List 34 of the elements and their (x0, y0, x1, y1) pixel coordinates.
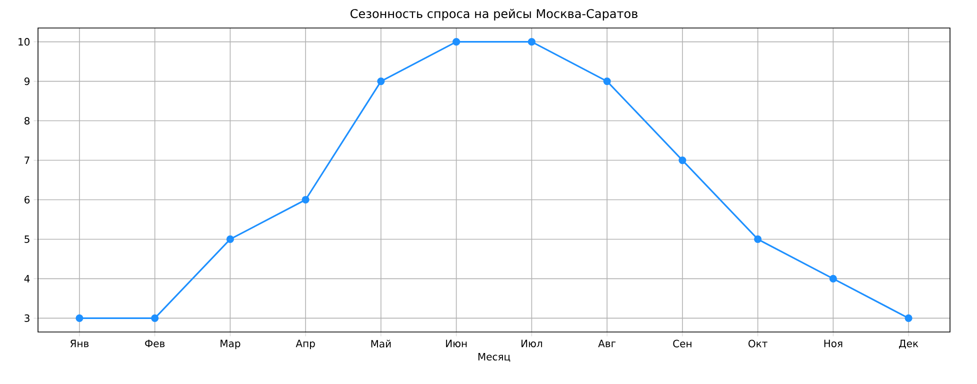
y-tick-label: 8 (24, 116, 30, 125)
x-tick-label: Авг (598, 340, 616, 348)
y-tick-label: 5 (24, 236, 30, 243)
point (678, 156, 686, 164)
y-tick-label: 9 (24, 78, 30, 86)
point (226, 235, 234, 244)
x-tick-label: Дек (899, 340, 918, 349)
point (829, 274, 837, 283)
x-tick-label: Окт (748, 340, 768, 348)
x-tick-label: Июн (446, 340, 467, 348)
x-tick-label: Май (371, 340, 391, 348)
point (904, 314, 912, 322)
point (76, 314, 84, 322)
point (377, 78, 385, 86)
x-tick-label: Сен (673, 340, 692, 348)
point (151, 314, 159, 322)
x-axis-title: Месяц (478, 353, 510, 362)
x-tick-label: Янв (70, 340, 89, 348)
x-tick-label: Фев (145, 340, 165, 348)
y-tick-label: 3 (24, 314, 30, 322)
x-tick-label: Июл (522, 340, 542, 348)
x-tick-label: Ноя (824, 340, 842, 348)
point (302, 196, 310, 204)
point (452, 38, 460, 46)
point (528, 38, 536, 46)
y-tick-label: 6 (24, 196, 30, 204)
x-tick-label: Мар (220, 340, 240, 350)
chart-title: Сезонность спроса на рейсы Москва-Саратов (350, 8, 638, 20)
point (603, 78, 611, 86)
y-tick-label: 7 (24, 156, 30, 164)
y-tick-label: 4 (24, 275, 30, 282)
point (754, 235, 762, 244)
y-tick-label: 10 (18, 38, 30, 46)
x-tick-label: Апр (296, 340, 315, 350)
